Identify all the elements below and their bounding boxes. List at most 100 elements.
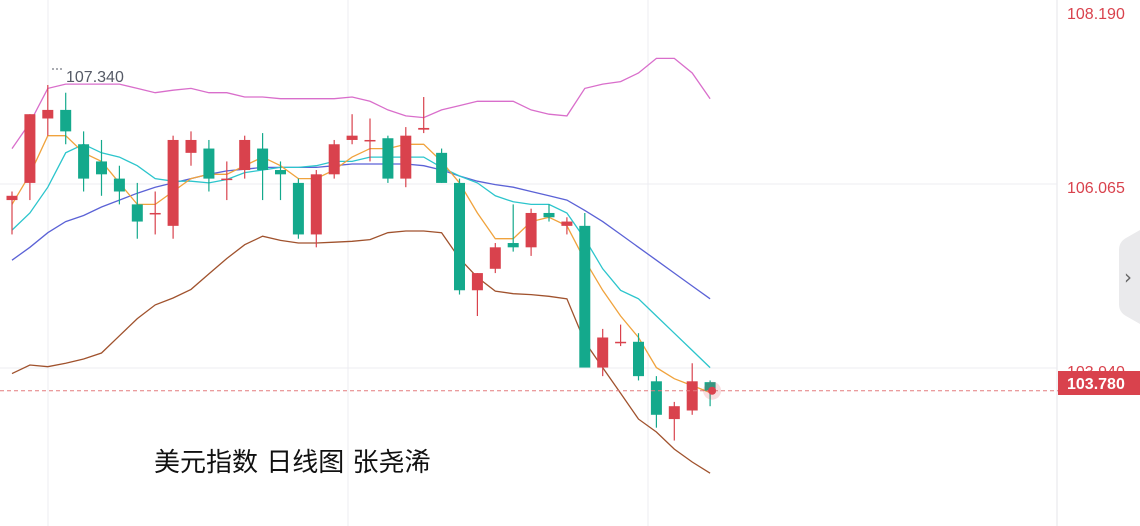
candle xyxy=(633,333,644,381)
max-price-marker: 107.340 xyxy=(52,68,124,86)
candle-body xyxy=(471,273,483,291)
candle xyxy=(131,182,143,239)
candle xyxy=(364,118,376,162)
candle xyxy=(400,127,412,188)
candle xyxy=(686,363,698,415)
candle xyxy=(167,135,179,239)
candle-body xyxy=(6,195,18,201)
candle xyxy=(257,133,269,201)
candle-body xyxy=(668,406,680,420)
candle xyxy=(382,135,394,183)
chevron-right-icon[interactable]: › xyxy=(1124,265,1132,289)
indicator-lines xyxy=(11,57,711,474)
candles xyxy=(6,85,716,441)
candle-body xyxy=(418,127,430,130)
side-panel-tab[interactable] xyxy=(1119,230,1140,324)
candle-body xyxy=(257,148,269,171)
bollinger-lower-line xyxy=(11,230,711,474)
side-panel-toggle[interactable]: › xyxy=(1119,230,1140,324)
candle-body xyxy=(24,114,36,183)
candle xyxy=(149,191,161,235)
candle xyxy=(24,114,36,201)
candle-body xyxy=(615,341,627,344)
candle-body xyxy=(78,144,90,179)
candle xyxy=(650,376,662,428)
candle-body xyxy=(42,109,54,119)
bollinger-middle-line xyxy=(11,163,711,300)
candle xyxy=(203,139,215,192)
candle-body xyxy=(650,381,662,415)
candle xyxy=(346,114,358,145)
candle-body xyxy=(561,221,573,226)
candle-body xyxy=(131,204,143,222)
candle-body xyxy=(704,382,716,391)
candle xyxy=(579,212,591,368)
moving-average-short-line xyxy=(11,135,711,394)
candle-body xyxy=(579,225,591,368)
candle-body xyxy=(96,161,107,175)
candle xyxy=(185,131,197,166)
candle-body xyxy=(328,144,340,175)
candle xyxy=(436,148,448,183)
candle-body xyxy=(113,178,125,192)
candle-body xyxy=(633,341,644,377)
chart-title: 美元指数 日线图 张尧浠 xyxy=(154,448,431,478)
candle xyxy=(328,139,340,179)
y-tick-label: 108.190 xyxy=(1067,6,1125,23)
candle xyxy=(292,178,304,239)
candle xyxy=(6,191,18,235)
candle xyxy=(78,131,90,192)
candle-body xyxy=(436,152,448,183)
candle xyxy=(489,243,501,274)
candle-body xyxy=(310,174,322,235)
candle-body xyxy=(686,381,698,411)
candle xyxy=(597,328,609,377)
moving-average-mid-line xyxy=(11,143,711,369)
candle-body xyxy=(275,170,286,175)
candle xyxy=(221,161,233,201)
candle-body xyxy=(185,139,197,153)
candle xyxy=(96,139,107,196)
candle-body xyxy=(543,212,555,218)
candle xyxy=(60,92,72,145)
y-tick-label: 106.065 xyxy=(1067,180,1125,197)
y-axis: 108.190 106.065 103.940 xyxy=(1067,6,1125,381)
candle xyxy=(507,204,519,252)
current-price-value: 103.780 xyxy=(1067,376,1125,393)
candle xyxy=(543,204,555,222)
candle xyxy=(668,401,680,441)
candle xyxy=(113,165,125,205)
candle xyxy=(275,161,286,201)
candle-body xyxy=(525,212,537,248)
candle xyxy=(615,324,627,347)
candle-body xyxy=(203,148,215,179)
candle-body xyxy=(167,139,179,226)
candle-body xyxy=(221,178,233,181)
candle-body xyxy=(400,135,412,179)
candle-body xyxy=(149,212,161,215)
candle-body xyxy=(364,139,376,142)
candle-body xyxy=(292,182,304,235)
candle-body xyxy=(489,247,501,269)
candle-body xyxy=(382,138,394,179)
max-price-label: 107.340 xyxy=(66,69,124,86)
candle-body xyxy=(454,182,465,291)
candle-body xyxy=(507,243,519,248)
bollinger-upper-line xyxy=(11,57,711,149)
candle xyxy=(42,85,54,136)
candle xyxy=(310,170,322,248)
price-overlay xyxy=(0,381,1058,400)
candle-body xyxy=(346,135,358,140)
candle-body xyxy=(239,139,251,171)
current-price-dot xyxy=(708,386,717,395)
candle xyxy=(525,208,537,256)
candle xyxy=(454,178,465,295)
candle xyxy=(471,273,483,317)
current-price-tag-bg xyxy=(1058,371,1140,395)
current-price-tag: 103.780 xyxy=(1058,371,1140,395)
candle xyxy=(561,217,573,235)
candle-body xyxy=(597,337,609,368)
candle-body xyxy=(60,109,72,132)
candle xyxy=(239,135,251,179)
